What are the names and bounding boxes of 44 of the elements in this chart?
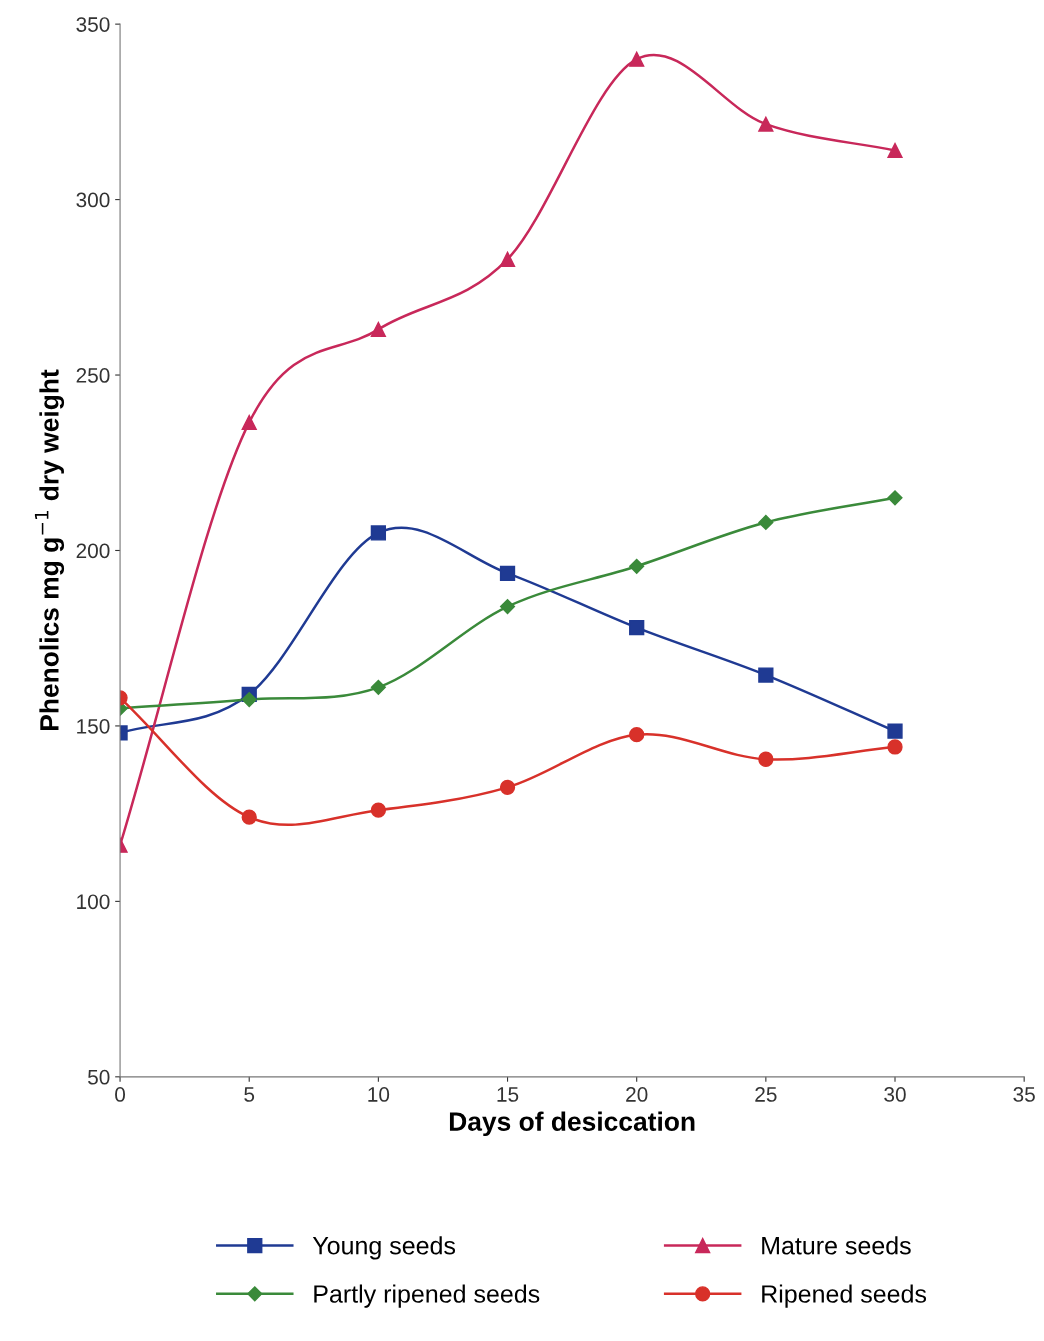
point [241,809,257,825]
x-axis-title: Days of desiccation [449,1111,695,1137]
point [887,723,903,739]
x-tick-label: 35 [1013,1087,1035,1102]
point [499,599,516,615]
legend-label: Partly ripened seeds [314,1284,540,1308]
y-tick-label: 250 [76,368,110,383]
y-tick-label: 300 [76,192,110,208]
x-tick-label: 15 [497,1087,519,1102]
point [629,51,645,67]
point [370,679,386,695]
y-tick-label: 50 [88,1069,110,1085]
x-tick-label: 20 [626,1087,648,1102]
legend-label: Mature seeds [762,1236,911,1255]
y-tick-label: 150 [77,718,110,734]
point [370,802,387,818]
legend-label: Young seeds [312,1236,456,1260]
point [887,739,903,755]
point [370,321,387,338]
point [758,514,774,530]
point [758,116,774,132]
point [499,251,516,267]
point [499,779,516,795]
point [370,525,387,541]
x-tick-label: 25 [755,1087,777,1102]
point [241,414,257,431]
x-tick-label: 30 [884,1087,906,1102]
point [758,667,774,683]
x-tick-label: 0 [115,1087,126,1102]
point [887,142,903,159]
point [629,558,645,574]
y-tick-label: 350 [76,17,110,32]
legend-label: Ripened seeds [762,1284,927,1308]
y-axis-title: Phenolics mg g$^{−1}$ dry weight [34,369,65,731]
y-tick-label: 200 [76,543,110,559]
point [629,727,645,743]
point [241,692,257,708]
point [499,565,516,581]
y-tick-label: 100 [77,894,110,910]
point [629,620,645,636]
x-tick-label: 5 [244,1087,255,1102]
point [758,751,774,767]
x-tick-label: 10 [368,1087,390,1102]
point [887,490,903,506]
